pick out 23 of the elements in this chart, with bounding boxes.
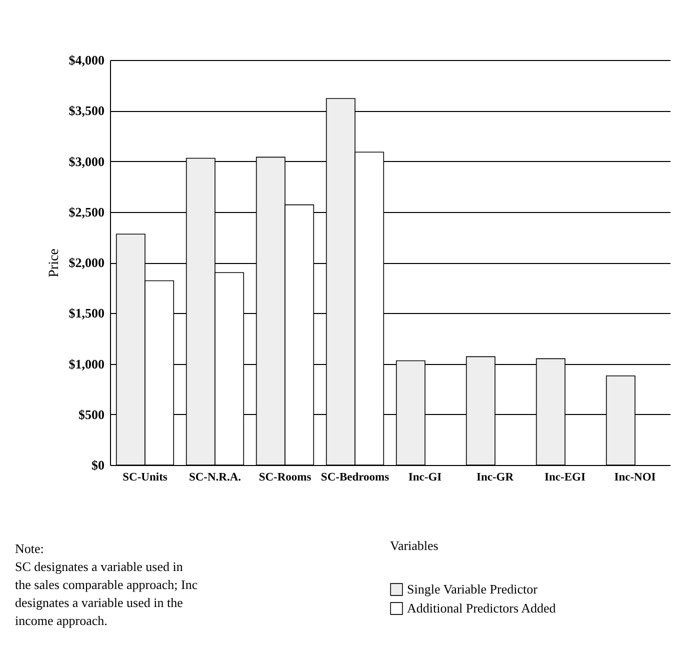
y-tick-label: $0 bbox=[92, 458, 104, 472]
text: SC designates a variable used in the sales comparable approach; Inc designates a variable used in the income approach. bbox=[15, 559, 198, 628]
x-tick-label: SC-Bedrooms bbox=[320, 472, 390, 484]
y-tick-label: $2,000 bbox=[68, 255, 104, 270]
x-tick-label: Inc-EGI bbox=[544, 472, 586, 484]
y-tick-label: $3,500 bbox=[68, 103, 104, 118]
y-tick-label: $500 bbox=[78, 406, 104, 422]
x-tick-label: Inc-GR bbox=[476, 472, 514, 484]
x-tick-label: Inc-GI bbox=[408, 472, 442, 484]
legend-label: Single Variable Predictor bbox=[407, 582, 538, 596]
x-tick-label: SC-Units bbox=[122, 472, 168, 484]
legend-label: Additional Predictors Added bbox=[407, 600, 556, 616]
y-tick-label: $2,500 bbox=[68, 204, 104, 220]
y-tick-label: $1,500 bbox=[68, 306, 104, 321]
x-axis-title: Variables bbox=[390, 538, 438, 553]
y-tick-label: $4,000 bbox=[68, 52, 104, 68]
x-tick-label: SC-N.R.A. bbox=[188, 472, 242, 484]
x-tick-label: SC-Rooms bbox=[258, 472, 312, 484]
y-tick-label: $1,000 bbox=[68, 356, 104, 372]
x-tick-label: Inc-NOI bbox=[614, 472, 656, 484]
text: Note: bbox=[15, 541, 44, 556]
y-tick-label: $3,000 bbox=[68, 154, 104, 169]
y-axis-title: Price bbox=[46, 248, 62, 278]
